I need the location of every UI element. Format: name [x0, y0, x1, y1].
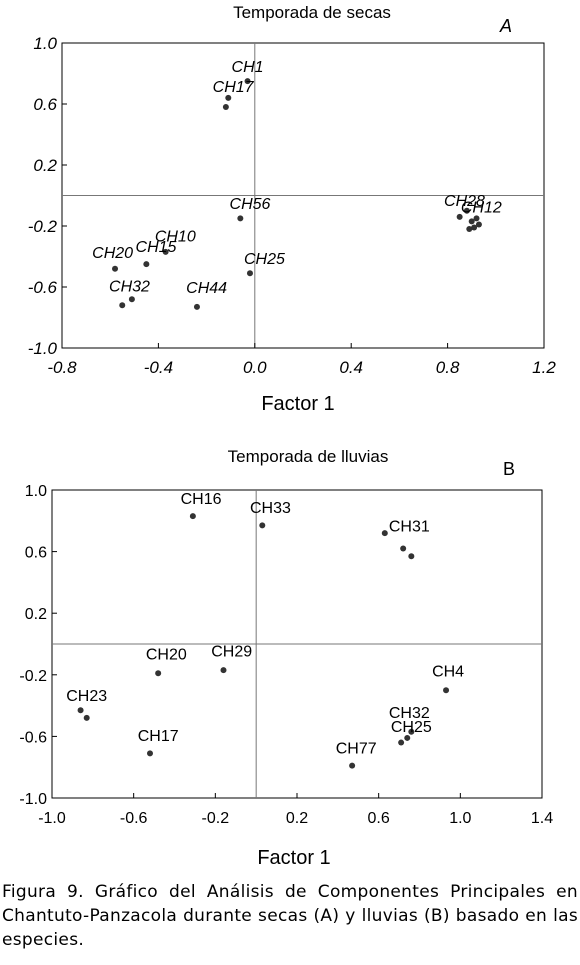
figure-caption: Figura 9. Gráfico del Análisis de Compon…: [2, 882, 578, 950]
panel-a-ytick-label: -0.2: [28, 217, 58, 236]
panel-b-xtick-label: 1.4: [531, 810, 553, 827]
panel-b-data-point: [220, 667, 227, 674]
panel-a-data-point: [237, 215, 244, 222]
panel-a-xtick-label: 0.4: [339, 358, 363, 377]
panel-a-point-label: CH12: [461, 199, 502, 216]
figure: Temporada de secas A -0.8 -0.4 0.0 0.4 0.8 1.…: [19, 3, 557, 869]
panel-a-data-point: [162, 248, 169, 255]
panel-b-data-point: [404, 734, 411, 741]
panel-a-data-point: [475, 221, 482, 228]
panel-a-point-label: CH56: [230, 196, 271, 213]
panel-b-xtick-label: 0.6: [368, 810, 390, 827]
panel-b-ytick-label: -0.6: [19, 729, 47, 746]
panel-b-data-point: [147, 750, 153, 757]
panel-a-point-label: CH25: [244, 251, 285, 268]
panel-b-ytick-label: -0.2: [19, 668, 47, 685]
panel-a: Temporada de secas A -0.8 -0.4 0.0 0.4 0.8 1.…: [28, 3, 557, 415]
panel-b-data-point: [398, 739, 405, 746]
panel-a-xtick-label: 1.2: [532, 358, 556, 377]
panel-b-data-point: [77, 707, 84, 714]
panel-a-point-label: CH20: [92, 245, 133, 262]
panel-b-label: B: [503, 459, 515, 479]
panel-a-point-label: CH1: [232, 59, 264, 76]
panel-a-point-label: CH17: [213, 79, 255, 96]
panel-a-ytick-label: 0.6: [33, 95, 57, 114]
panel-a-data-point: [456, 213, 463, 220]
panel-a-data-point: [473, 215, 480, 222]
panel-b-data-point: [381, 530, 388, 537]
panel-a-data-point: [128, 296, 135, 303]
panel-a-ytick-label: -1.0: [28, 339, 58, 358]
panel-b-data-point: [155, 670, 162, 677]
panel-b-point-label: CH4: [432, 663, 464, 680]
panel-b-data-point: [408, 728, 415, 735]
panel-a-data-point: [119, 302, 126, 309]
panel-b-xtick-label: -0.6: [120, 810, 148, 827]
panel-b-point-label: CH33: [250, 500, 291, 517]
panel-a-data-point: [112, 265, 119, 272]
panel-b-data-point: [443, 687, 450, 694]
panel-b-ytick-label: 1.0: [25, 483, 47, 500]
panel-b-ytick-label: 0.2: [25, 606, 47, 623]
panel-a-point-label: CH15: [136, 239, 177, 256]
panel-b-xtick-label: -1.0: [38, 810, 66, 827]
panel-a-xlabel: Factor 1: [261, 393, 334, 415]
panel-b-point-label: CH31: [389, 519, 430, 536]
panel-a-title: Temporada de secas: [233, 3, 391, 22]
panel-a-data-point: [193, 303, 200, 310]
panel-b-data-point: [259, 522, 266, 529]
panel-a-ytick-label: -0.6: [28, 278, 58, 297]
panel-b-point-label: CH20: [146, 646, 187, 663]
panel-b-data-point: [408, 553, 415, 560]
panel-b-xlabel: Factor 1: [257, 847, 330, 869]
panel-a-xtick-label: 0.8: [436, 358, 460, 377]
panel-a-point-label: CH44: [186, 280, 227, 297]
panel-a-data-point: [468, 218, 475, 225]
panel-b-data-point: [349, 762, 356, 769]
panel-b-xtick-label: -0.2: [202, 810, 230, 827]
panel-b-xtick-label: 0.2: [286, 810, 308, 827]
panel-b-ytick-label: 0.6: [25, 545, 47, 562]
panel-a-point-label: CH32: [109, 279, 150, 296]
panel-a-point-label: CH10: [155, 228, 196, 245]
panel-a-data-point: [143, 261, 150, 268]
panel-b-point-label: CH25: [391, 719, 432, 736]
panel-a-data-point: [244, 78, 251, 85]
panel-b-point-label: CH17: [138, 728, 179, 745]
panel-a-data-point: [463, 207, 470, 214]
panel-b-point-label: CH77: [336, 740, 377, 757]
panel-a-label: A: [499, 16, 512, 36]
panel-b-point-label: CH23: [66, 688, 107, 705]
panel-a-data-point: [222, 104, 229, 111]
panel-b-title: Temporada de lluvias: [228, 447, 389, 466]
panel-b-data-point: [400, 545, 407, 552]
panel-a-data-point: [466, 226, 473, 233]
panel-a-ytick-label: 0.2: [33, 156, 57, 175]
panel-a-ytick-label: 1.0: [33, 34, 57, 53]
panel-b-xtick-label: 1.0: [449, 810, 471, 827]
panel-a-data-point: [225, 94, 232, 101]
panel-a-xtick-label: -0.4: [144, 358, 173, 377]
panel-b-data-point: [83, 714, 90, 721]
panel-b: Temporada de lluvias B -1.0 -0.6 -0.2 0.2 0.…: [19, 447, 553, 869]
panel-b-point-label: CH29: [211, 643, 252, 660]
panel-a-xtick-label: -0.8: [47, 358, 77, 377]
panel-b-ytick-label: -1.0: [19, 791, 47, 808]
panel-a-data-point: [246, 270, 253, 277]
panel-a-xtick-label: 0.0: [243, 358, 267, 377]
panel-a-data-point: [471, 224, 478, 231]
panel-b-point-label: CH16: [181, 491, 222, 508]
panel-a-point-label: CH28: [444, 193, 485, 210]
panel-b-point-label: CH32: [389, 705, 430, 722]
panel-b-data-point: [189, 513, 196, 520]
